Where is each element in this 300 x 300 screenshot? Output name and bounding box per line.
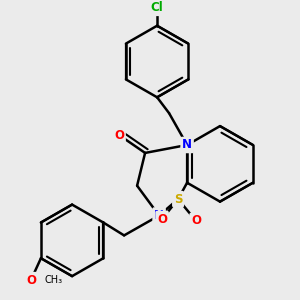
Text: O: O	[191, 214, 201, 227]
Text: S: S	[174, 193, 182, 206]
Text: CH₃: CH₃	[45, 275, 63, 285]
Text: N: N	[182, 139, 192, 152]
Text: O: O	[26, 274, 36, 286]
Text: Cl: Cl	[151, 1, 164, 14]
Text: O: O	[157, 212, 167, 226]
Text: N: N	[154, 209, 164, 222]
Text: O: O	[114, 128, 124, 142]
